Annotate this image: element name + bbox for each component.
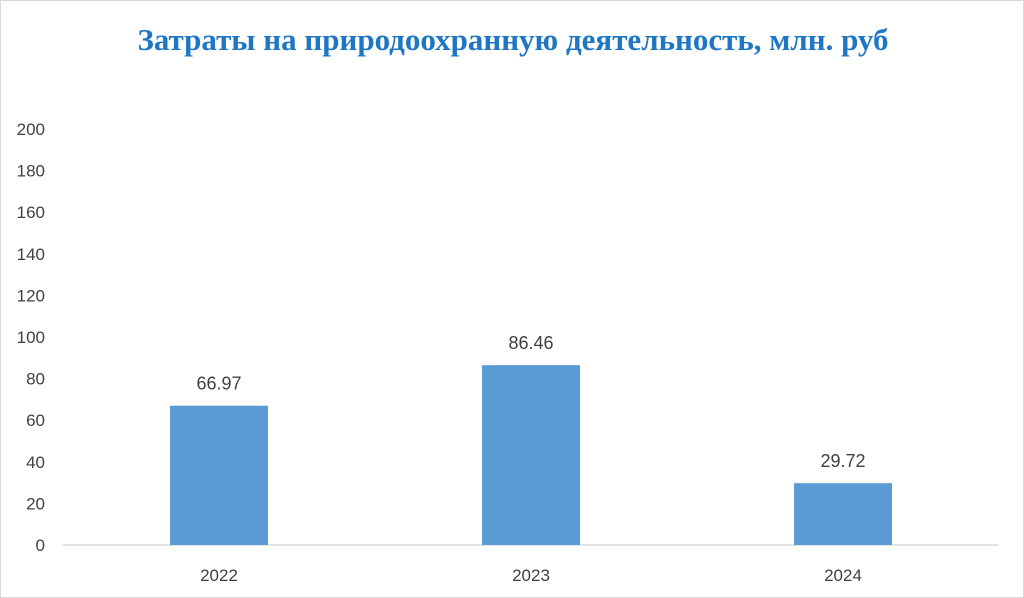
data-label-2022: 66.97 (196, 374, 241, 394)
data-labels: 66.97 86.46 29.72 (196, 333, 865, 471)
data-label-2023: 86.46 (508, 333, 553, 353)
bar-2023 (482, 365, 580, 545)
y-tick-label: 80 (26, 370, 45, 389)
bar-2022 (170, 405, 268, 545)
x-axis-tick-labels: 2022 2023 2024 (200, 566, 862, 585)
y-axis-tick-labels: 0 20 40 60 80 100 120 140 160 180 200 (17, 120, 45, 555)
y-tick-label: 200 (17, 120, 45, 139)
x-tick-label-2022: 2022 (200, 566, 238, 585)
y-tick-label: 20 (26, 494, 45, 513)
y-tick-label: 0 (36, 536, 45, 555)
data-label-2024: 29.72 (820, 451, 865, 471)
bars (170, 365, 892, 545)
y-tick-label: 40 (26, 453, 45, 472)
bar-2024 (794, 483, 892, 545)
x-tick-label-2023: 2023 (512, 566, 550, 585)
y-tick-label: 140 (17, 245, 45, 264)
chart-title: Затраты на природоохранную деятельность,… (137, 22, 889, 57)
y-tick-label: 160 (17, 203, 45, 222)
y-tick-label: 100 (17, 328, 45, 347)
x-tick-label-2024: 2024 (824, 566, 862, 585)
y-tick-label: 120 (17, 286, 45, 305)
y-tick-label: 180 (17, 162, 45, 181)
y-tick-label: 60 (26, 411, 45, 430)
